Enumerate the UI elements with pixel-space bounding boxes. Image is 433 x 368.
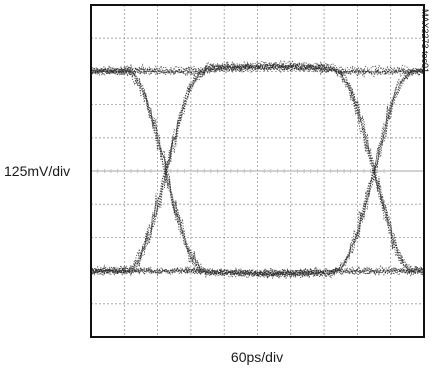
eye-trace (90, 64, 425, 277)
plot-frame (90, 4, 425, 338)
eye-trace (90, 62, 425, 275)
eye-trace (90, 69, 425, 279)
eye-trace (90, 62, 424, 271)
eye-trace (90, 69, 425, 279)
eye-traces (90, 59, 425, 280)
x-axis-label: 60ps/div (231, 349, 283, 365)
eye-trace (90, 61, 425, 274)
eye-trace (90, 70, 425, 280)
eye-trace (90, 62, 425, 275)
eye-trace (90, 265, 425, 278)
eye-trace (90, 62, 425, 77)
eye-trace (90, 267, 425, 279)
y-axis-label: 125mV/div (4, 163, 70, 179)
figure-id: MAX3273 toc01 (420, 9, 430, 73)
plot-border (90, 4, 425, 338)
eye-trace (90, 62, 425, 275)
